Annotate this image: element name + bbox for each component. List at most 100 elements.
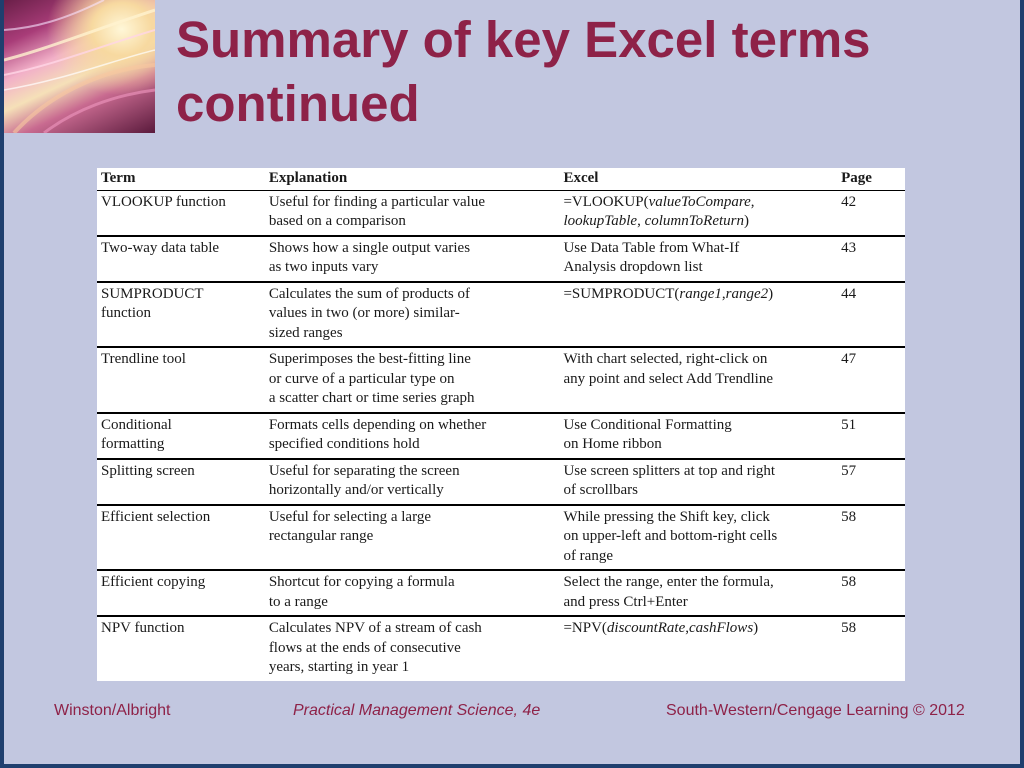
cell-excel: Use screen splitters at top and right of … [559, 458, 838, 506]
explanation-text: a scatter chart or time series graph [268, 390, 475, 406]
excel-text-line: With chart selected, right-click on [563, 350, 833, 370]
table-body: VLOOKUP function Useful for finding a par… [97, 190, 905, 681]
excel-text: on Home ribbon [563, 436, 662, 452]
cell-term: Efficient copying [97, 570, 265, 617]
term-text: Conditional [101, 416, 172, 433]
explanation-text: specified conditions hold [268, 436, 420, 452]
excel-text: ) [768, 285, 774, 302]
cell-page: 43 [837, 235, 905, 283]
cell-page: 44 [837, 281, 905, 348]
excel-text-line: on Home ribbon [563, 435, 833, 455]
explanation-text: Superimposes the best-fitting line [268, 351, 471, 367]
table-header-row: Term Explanation Excel Page [97, 168, 905, 191]
cell-excel: With chart selected, right-click on any p… [559, 347, 838, 414]
excel-text-line: Use Data Table from What-If [563, 239, 833, 259]
title-line-2: continued [176, 75, 420, 132]
cell-explanation: Shows how a single output varies as two i… [264, 235, 560, 283]
explanation-text: as two inputs vary [268, 259, 379, 275]
cell-explanation: Shortcut for copying a formula to a range [264, 570, 560, 617]
excel-argument: valueToCompare [648, 193, 751, 210]
excel-text: ) [753, 620, 759, 636]
excel-text-line: =SUMPRODUCT(range1,range2) [563, 285, 833, 305]
term-text: function [101, 305, 151, 321]
explanation-text: to a range [268, 593, 328, 610]
term-text: SUMPRODUCT [101, 285, 204, 302]
column-header-explanation: Explanation [264, 168, 560, 191]
explanation-text: Useful for selecting a large [268, 508, 431, 525]
cell-page: 58 [841, 620, 857, 636]
cell-term: SUMPRODUCT function [97, 281, 265, 348]
decorative-corner-image [4, 0, 155, 133]
excel-argument: cashFlows [688, 620, 754, 636]
excel-text: and press Ctrl+Enter [563, 593, 688, 610]
explanation-text: Useful for separating the screen [268, 462, 460, 479]
cell-explanation: Superimposes the best-fitting line or cur… [264, 347, 560, 414]
cell-explanation: Calculates NPV of a stream of cash flows … [265, 616, 560, 681]
excel-text: =NPV( [563, 620, 607, 636]
cell-page: 47 [837, 347, 905, 414]
term-text: VLOOKUP function [101, 193, 226, 210]
cell-page: 51 [837, 412, 905, 460]
excel-text-line: of range [563, 547, 833, 567]
excel-text-line: =NPV(discountRate,cashFlows) [563, 619, 833, 639]
excel-text: of range [563, 547, 613, 564]
footer-publisher: South-Western/Cengage Learning © 2012 [666, 702, 965, 719]
explanation-text: values in two (or more) similar- [268, 305, 460, 321]
excel-text: , [750, 193, 755, 210]
excel-argument: range1 [679, 285, 722, 302]
excel-text-line: While pressing the Shift key, click [563, 508, 833, 528]
excel-text: any point and select Add Trendline [563, 370, 773, 387]
excel-text: While pressing the Shift key, click [563, 508, 770, 525]
column-header-term: Term [97, 168, 265, 191]
term-text: Two-way data table [101, 239, 220, 256]
cell-excel: Use Data Table from What-If Analysis drop… [559, 235, 838, 283]
cell-term: Trendline tool [97, 347, 265, 414]
table-row: Conditional formatting Formats cells depen… [97, 412, 905, 460]
explanation-text: Calculates NPV of a stream of cash [268, 620, 482, 636]
excel-text-line: of scrollbars [563, 481, 833, 501]
excel-text-line: any point and select Add Trendline [563, 370, 833, 390]
excel-argument: discountRate [606, 620, 686, 636]
cell-excel: =VLOOKUP(valueToCompare, lookupTable, col… [559, 190, 838, 237]
excel-argument: lookupTable [563, 213, 638, 229]
excel-text-line: =VLOOKUP(valueToCompare, [563, 193, 833, 213]
excel-text: of scrollbars [563, 482, 638, 498]
cell-excel: =NPV(discountRate,cashFlows) [559, 616, 837, 681]
column-header-excel: Excel [559, 168, 838, 191]
cell-term: VLOOKUP function [97, 190, 265, 237]
excel-text-line: Select the range, enter the formula, [563, 573, 833, 593]
table-row: Trendline tool Superimposes the best-fitt… [97, 347, 905, 414]
term-text: NPV function [101, 620, 185, 636]
explanation-text: sized ranges [268, 324, 343, 341]
excel-text: With chart selected, right-click on [563, 351, 768, 367]
term-text: Trendline tool [101, 351, 186, 367]
excel-text-line: Analysis dropdown list [563, 258, 833, 278]
column-header-page: Page [837, 168, 905, 191]
footer-authors: Winston/Albright [54, 702, 171, 719]
term-text: formatting [101, 436, 165, 452]
term-text: Efficient selection [101, 508, 211, 525]
excel-text: , [721, 285, 726, 302]
explanation-text: years, starting in year 1 [268, 659, 410, 675]
cell-explanation: Formats cells depending on whether specif… [264, 412, 560, 460]
excel-text: =SUMPRODUCT( [563, 285, 680, 302]
excel-text-line: Use screen splitters at top and right [563, 462, 833, 482]
excel-text-line: and press Ctrl+Enter [563, 593, 833, 613]
excel-argument: range2 [725, 285, 769, 302]
excel-terms-table: Term Explanation Excel Page VLOOKUP func… [97, 168, 905, 681]
explanation-text: based on a comparison [268, 213, 406, 229]
cell-excel: =SUMPRODUCT(range1,range2) [559, 281, 838, 348]
explanation-text: Shows how a single output varies [268, 239, 471, 256]
cell-term: Two-way data table [97, 235, 265, 283]
cell-explanation: Calculates the sum of products of values … [264, 281, 560, 348]
slide-title: Summary of key Excel terms continued [176, 8, 1006, 136]
explanation-text: Shortcut for copying a formula [268, 574, 455, 590]
slide: Summary of key Excel terms continued Ter… [4, 0, 1020, 764]
excel-text-line: on upper-left and bottom-right cells [563, 527, 833, 547]
cell-explanation: Useful for selecting a large rectangular … [264, 504, 560, 571]
excel-text: Use Data Table from What-If [563, 239, 740, 256]
table-row: SUMPRODUCT function Calculates the sum of … [97, 281, 905, 348]
excel-text: on upper-left and bottom-right cells [563, 528, 778, 544]
table-row: Splitting screen Useful for separating th… [97, 458, 905, 506]
cell-page: 58 [837, 504, 905, 571]
